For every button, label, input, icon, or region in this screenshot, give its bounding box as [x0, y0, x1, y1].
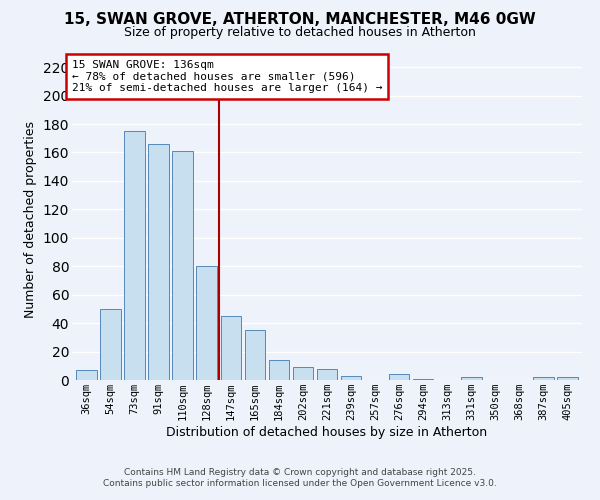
Text: 15 SWAN GROVE: 136sqm
← 78% of detached houses are smaller (596)
21% of semi-det: 15 SWAN GROVE: 136sqm ← 78% of detached … — [72, 60, 383, 93]
Bar — [413, 378, 433, 380]
Bar — [293, 367, 313, 380]
Text: Contains HM Land Registry data © Crown copyright and database right 2025.
Contai: Contains HM Land Registry data © Crown c… — [103, 468, 497, 487]
Y-axis label: Number of detached properties: Number of detached properties — [24, 122, 37, 318]
Bar — [317, 368, 337, 380]
Text: 15, SWAN GROVE, ATHERTON, MANCHESTER, M46 0GW: 15, SWAN GROVE, ATHERTON, MANCHESTER, M4… — [64, 12, 536, 28]
Bar — [557, 377, 578, 380]
Bar — [341, 376, 361, 380]
Bar — [196, 266, 217, 380]
Bar — [124, 131, 145, 380]
Bar — [269, 360, 289, 380]
Bar — [389, 374, 409, 380]
Bar — [76, 370, 97, 380]
Bar — [221, 316, 241, 380]
X-axis label: Distribution of detached houses by size in Atherton: Distribution of detached houses by size … — [166, 426, 488, 439]
Bar — [461, 377, 482, 380]
Bar — [245, 330, 265, 380]
Text: Size of property relative to detached houses in Atherton: Size of property relative to detached ho… — [124, 26, 476, 39]
Bar — [172, 151, 193, 380]
Bar — [100, 309, 121, 380]
Bar — [148, 144, 169, 380]
Bar — [533, 377, 554, 380]
